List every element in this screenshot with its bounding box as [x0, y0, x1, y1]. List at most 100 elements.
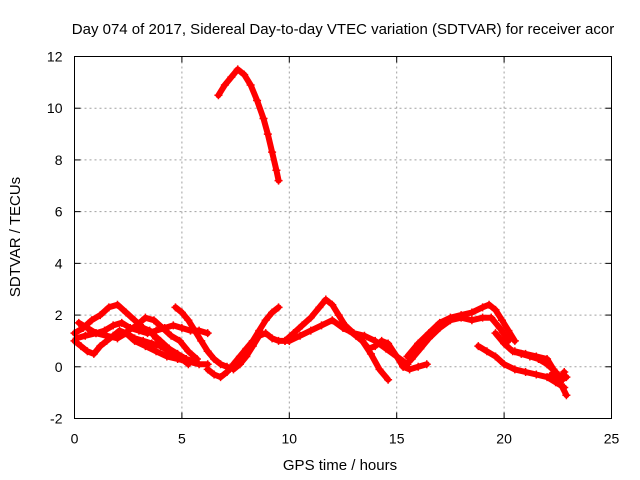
data-point [223, 367, 232, 376]
x-tick-label: 15 [389, 431, 405, 447]
data-point [405, 365, 414, 374]
data-point [171, 303, 180, 312]
data-point [255, 326, 264, 335]
data-point [384, 375, 393, 384]
data-point [190, 326, 199, 335]
data-point [83, 347, 92, 356]
y-tick-label: 10 [47, 100, 63, 116]
data-point [158, 324, 167, 332]
data-point [132, 321, 141, 330]
data-point [403, 352, 412, 361]
data-point [328, 300, 337, 309]
data-point [96, 311, 105, 320]
data-point [72, 334, 81, 343]
data-point [152, 347, 161, 356]
data-point [478, 303, 487, 312]
data-point [242, 344, 251, 353]
data-point [317, 321, 326, 330]
data-point [165, 344, 174, 353]
series-arc-q [547, 367, 569, 387]
data-point [467, 308, 476, 317]
series-arc-high [214, 65, 283, 185]
data-point [422, 360, 431, 369]
data-point [491, 305, 500, 314]
data-point [482, 347, 491, 356]
data-point [298, 321, 307, 330]
data-point [87, 316, 96, 325]
data-point [253, 96, 262, 105]
data-point [487, 313, 496, 322]
data-point [351, 331, 360, 340]
data-point [504, 326, 513, 335]
data-point [491, 329, 500, 338]
data-point [424, 329, 433, 338]
data-point [562, 391, 571, 400]
data-point [141, 342, 150, 351]
data-point [495, 324, 504, 332]
data-point [214, 91, 223, 100]
data-point [233, 65, 242, 74]
data-point [259, 114, 268, 123]
series-arc-e [124, 313, 201, 364]
data-point [130, 336, 139, 345]
data-point [532, 370, 541, 379]
data-point [268, 308, 277, 317]
y-axis-label: SDTVAR / TECUs [7, 177, 24, 297]
series-trace [475, 343, 568, 391]
data-point [248, 336, 257, 345]
data-point [384, 339, 393, 348]
data-point [399, 362, 408, 371]
data-point [364, 344, 373, 353]
data-point [184, 360, 193, 369]
data-point [474, 342, 483, 351]
data-point [113, 334, 122, 343]
series-arc-h [203, 303, 283, 382]
data-point [414, 362, 423, 371]
series-arc-k [339, 318, 431, 374]
data-point [195, 360, 204, 369]
data-point [467, 316, 476, 325]
data-point [500, 360, 509, 369]
data-point [167, 331, 176, 340]
series-trace [140, 325, 192, 368]
data-point [268, 334, 277, 343]
data-point [145, 326, 154, 335]
x-tick-label: 5 [178, 431, 186, 447]
data-point [261, 329, 270, 338]
data-point [549, 365, 558, 374]
data-point [268, 148, 277, 157]
data-point [141, 313, 150, 322]
data-point [139, 324, 148, 332]
x-tick-label: 20 [496, 431, 512, 447]
data-point [375, 365, 384, 374]
axis-ticks: 0 5 10 15 20 25 -2 0 2 4 6 8 10 12 [47, 49, 620, 447]
data-point [553, 378, 562, 387]
data-point [274, 303, 283, 312]
x-tick-label: 0 [71, 431, 79, 447]
y-tick-label: 12 [47, 49, 63, 65]
data-point [235, 352, 244, 361]
data-point [261, 316, 270, 325]
data-point [497, 316, 506, 325]
data-point [210, 370, 219, 379]
data-point [117, 318, 126, 327]
data-point [371, 342, 380, 351]
chart-title: Day 074 of 2017, Sidereal Day-to-day VTE… [72, 21, 614, 38]
data-point [203, 329, 212, 338]
data-point [240, 70, 249, 79]
data-point [521, 367, 530, 376]
data-point [122, 308, 131, 317]
x-tick-label: 10 [282, 431, 298, 447]
data-point [377, 336, 386, 345]
data-point [392, 352, 401, 361]
grid-lines [74, 56, 612, 419]
data-point [130, 316, 139, 325]
data-point [203, 347, 212, 356]
data-point [306, 326, 315, 335]
data-point [407, 355, 416, 364]
x-axis-label: GPS time / hours [283, 457, 397, 474]
data-point [152, 334, 161, 343]
data-point [79, 324, 88, 332]
data-point [210, 355, 219, 364]
